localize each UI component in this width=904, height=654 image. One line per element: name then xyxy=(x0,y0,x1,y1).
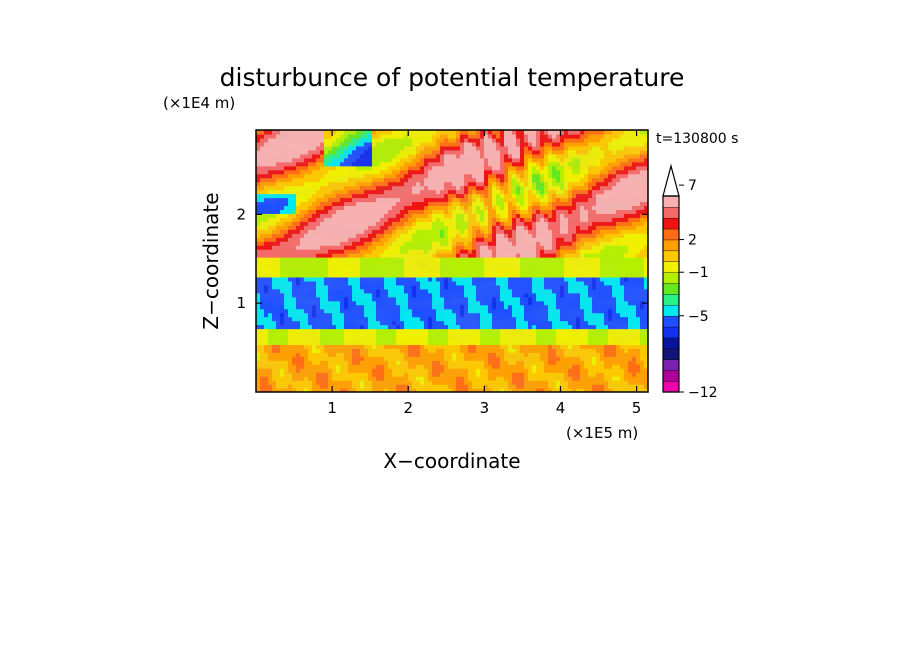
chart-title: disturbunce of potential temperature xyxy=(220,63,685,92)
heatmap-field xyxy=(256,130,648,392)
x-axis-label: X−coordinate xyxy=(383,449,520,473)
x-unit-label: (×1E5 m) xyxy=(566,424,638,442)
y-axis-label: Z−coordinate xyxy=(199,192,223,329)
y-unit-label: (×1E4 m) xyxy=(163,94,235,112)
time-label: t=130800 s xyxy=(656,131,738,147)
